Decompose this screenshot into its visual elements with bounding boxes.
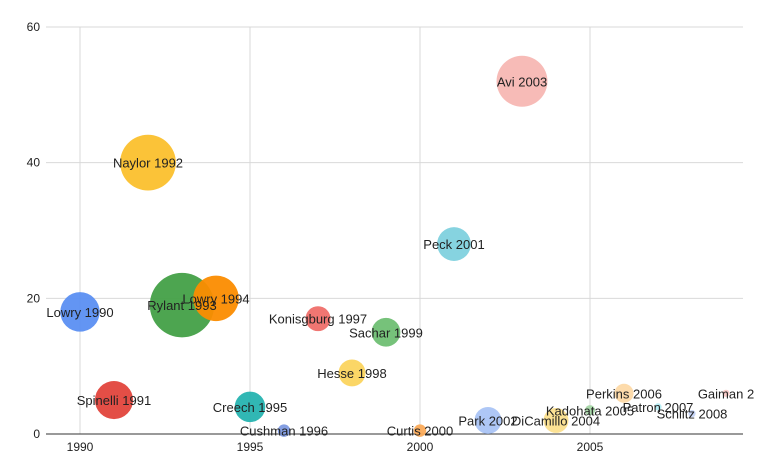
bubble-label: Sachar 1999 bbox=[349, 325, 423, 340]
bubble-point[interactable] bbox=[688, 410, 696, 418]
bubble-point[interactable] bbox=[234, 391, 266, 423]
bubble-label: Naylor 1992 bbox=[113, 156, 183, 171]
bubble-point[interactable] bbox=[413, 424, 427, 437]
axes: 0 20 40 60 1990 1995 2000 2005 bbox=[27, 20, 743, 454]
bubble-point[interactable] bbox=[437, 227, 471, 261]
bubble-point[interactable] bbox=[584, 405, 596, 416]
bubble-label: Schlitz 2008 bbox=[657, 407, 728, 422]
bubble-label: Kadohata 2005 bbox=[546, 403, 634, 418]
bubble-label: Hesse 1998 bbox=[317, 366, 386, 381]
bubble-point[interactable] bbox=[496, 55, 548, 107]
y-tick-label: 0 bbox=[33, 427, 40, 441]
bubbles bbox=[60, 55, 730, 437]
bubble-label: Spinelli 1991 bbox=[77, 393, 151, 408]
bubble-label: Konisgburg 1997 bbox=[269, 312, 367, 327]
bubble-label: Lowry 1994 bbox=[182, 291, 249, 306]
bubble-label: Creech 1995 bbox=[213, 400, 287, 415]
bubble-point[interactable] bbox=[654, 403, 662, 411]
x-tick-label: 1990 bbox=[67, 440, 94, 454]
bubble-point[interactable] bbox=[277, 424, 291, 437]
y-tick-label: 60 bbox=[27, 20, 41, 34]
bubble-label: Peck 2001 bbox=[423, 237, 484, 252]
bubble-label: Park 2002 bbox=[458, 413, 517, 428]
y-tick-label: 40 bbox=[27, 156, 41, 170]
bubble-labels: Lowry 1990 Spinelli 1991 Naylor 1992 Rylant… bbox=[46, 74, 754, 438]
bubble-point[interactable] bbox=[338, 359, 366, 387]
bubble-point[interactable] bbox=[94, 381, 134, 420]
bubble-label: Gaiman 2 bbox=[698, 386, 754, 401]
bubble-label: Cushman 1996 bbox=[240, 424, 328, 439]
x-tick-label: 2000 bbox=[407, 440, 434, 454]
bubble-point[interactable] bbox=[60, 292, 100, 332]
bubble-point[interactable] bbox=[120, 134, 176, 191]
bubble-label: Avi 2003 bbox=[497, 74, 547, 89]
bubble-label: Lowry 1990 bbox=[46, 305, 113, 320]
bubble-label: Curtis 2000 bbox=[387, 424, 453, 439]
bubble-label: DiCamillo 2004 bbox=[512, 413, 600, 428]
bubble-point[interactable] bbox=[371, 317, 401, 347]
bubble-point[interactable] bbox=[543, 407, 569, 433]
bubble-point[interactable] bbox=[722, 389, 730, 397]
bubble-point[interactable] bbox=[614, 383, 634, 403]
bubble-point[interactable] bbox=[305, 306, 331, 332]
bubble-label: Rylant 1993 bbox=[147, 298, 216, 313]
x-tick-label: 2005 bbox=[577, 440, 604, 454]
y-tick-label: 20 bbox=[27, 291, 41, 305]
grid bbox=[46, 26, 743, 434]
bubble-point[interactable] bbox=[474, 406, 502, 434]
x-tick-label: 1995 bbox=[237, 440, 264, 454]
bubble-label: Patron 2007 bbox=[623, 400, 694, 415]
bubble-label: Perkins 2006 bbox=[586, 386, 662, 401]
bubble-point[interactable] bbox=[193, 275, 239, 322]
